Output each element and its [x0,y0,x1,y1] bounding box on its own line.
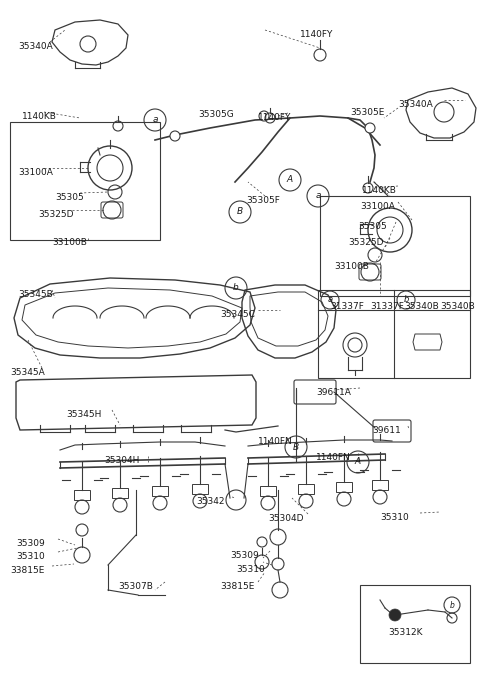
Text: 33815E: 33815E [220,582,254,591]
Text: 35304H: 35304H [104,456,139,465]
Text: 1140KB: 1140KB [22,112,57,121]
Text: b: b [403,295,408,304]
Bar [372,480,388,490]
Text: B: B [293,443,299,452]
Text: 1140FY: 1140FY [258,113,291,122]
Text: 39611: 39611 [372,426,401,435]
Text: 35345C: 35345C [220,310,255,319]
Text: 35342: 35342 [196,497,225,506]
Text: 39611A: 39611A [316,388,351,397]
Bar [320,196,470,296]
Text: b: b [450,600,455,610]
Text: a: a [327,295,333,304]
Circle shape [170,131,180,141]
Text: 35325D: 35325D [38,210,73,219]
Bar [260,486,276,496]
Bar [360,585,470,663]
Text: 35309: 35309 [230,551,259,560]
Text: 33100B: 33100B [334,262,369,271]
Text: A: A [355,458,361,466]
Text: a: a [315,192,321,201]
Text: a: a [152,116,158,125]
Text: 1140KB: 1140KB [362,186,397,195]
Bar [74,490,90,500]
Text: 33100A: 33100A [360,202,395,211]
Text: 35309: 35309 [16,539,45,548]
Text: 35340B: 35340B [404,302,439,311]
Text: 35305F: 35305F [246,196,280,205]
Text: 35310: 35310 [236,565,265,574]
Text: 35340A: 35340A [398,100,433,109]
Bar [112,488,128,498]
Text: B: B [237,207,243,217]
Bar [192,484,208,494]
Text: 35325D: 35325D [348,238,384,247]
Text: 35305: 35305 [55,193,84,202]
Text: 35340B: 35340B [440,302,475,311]
Circle shape [365,123,375,133]
Circle shape [259,111,269,121]
Bar [298,484,314,494]
Text: 35304D: 35304D [268,514,303,523]
Text: 35305G: 35305G [198,110,234,119]
Text: 35310: 35310 [380,513,409,522]
Bar [318,290,470,378]
Text: 33100A: 33100A [18,168,53,177]
Circle shape [389,609,401,621]
Text: 33815E: 33815E [10,566,44,575]
Text: 35312K: 35312K [388,628,422,637]
Text: A: A [287,176,293,184]
Text: 35310: 35310 [16,552,45,561]
Bar [10,122,160,240]
Text: 31337F: 31337F [370,302,404,311]
Text: 35340A: 35340A [18,42,53,51]
Text: 35305: 35305 [358,222,387,231]
Bar [336,482,352,492]
Text: 35307B: 35307B [118,582,153,591]
Text: b: b [233,283,239,293]
Text: 33100B: 33100B [52,238,87,247]
Text: 1140FY: 1140FY [300,30,334,39]
Text: 35345B: 35345B [18,290,53,299]
Text: 31337F: 31337F [330,302,364,311]
Text: 35345H: 35345H [66,410,101,419]
Text: 1140FN: 1140FN [258,437,293,446]
Text: 35305E: 35305E [350,108,384,117]
Bar [152,486,168,496]
Text: 1140FN: 1140FN [316,453,351,462]
Text: 35345A: 35345A [10,368,45,377]
